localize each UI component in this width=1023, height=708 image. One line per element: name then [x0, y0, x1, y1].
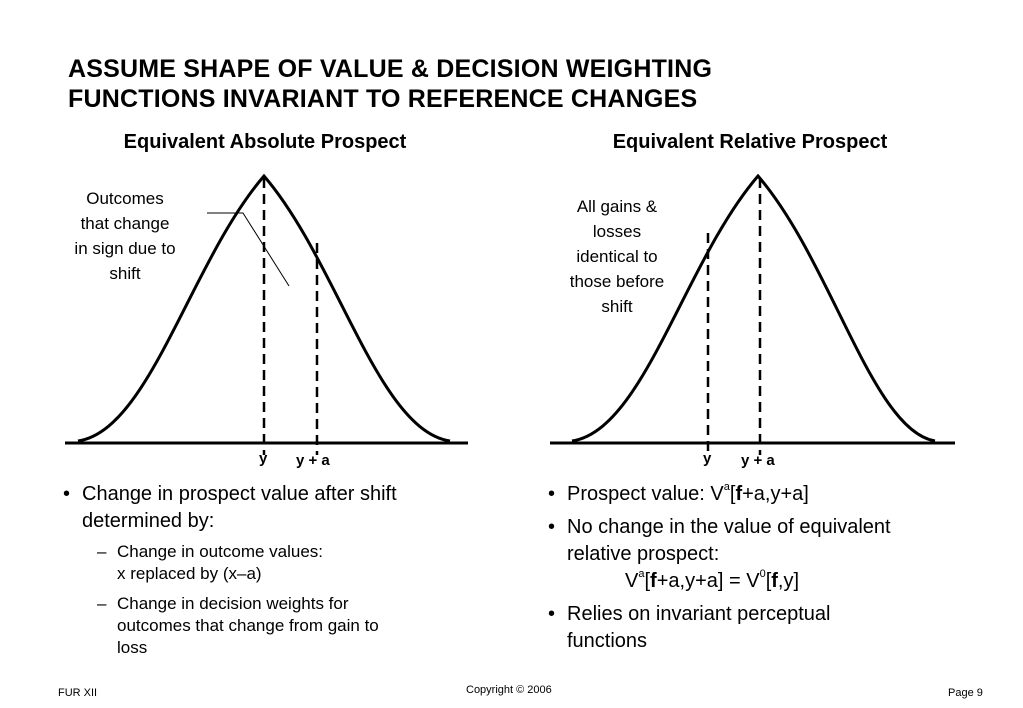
- left-note-pointer: [207, 212, 290, 287]
- left-bullet-1-line-1: Change in prospect value after shift: [82, 483, 397, 505]
- right-annotation-line-5: shift: [601, 297, 633, 316]
- right-bullet-1-post: +a,y+a]: [742, 483, 809, 505]
- formula-v1: V: [625, 570, 639, 592]
- left-sub-bullet-1: Change in outcome values: x replaced by …: [60, 541, 490, 585]
- right-tick-y: y: [703, 450, 712, 467]
- left-sub-bullet-2-line-2: outcomes that change from gain to: [117, 616, 379, 635]
- left-sub-bullet-1-line-1: Change in outcome values:: [117, 542, 324, 561]
- slide-title-line-1: ASSUME SHAPE OF VALUE & DECISION WEIGHTI…: [68, 55, 713, 83]
- left-tick-y-plus-a: y + a: [296, 452, 330, 469]
- footer-copyright: Copyright © 2006: [466, 684, 552, 696]
- formula-bracket2: [: [765, 570, 772, 592]
- formula-rest2: ,y]: [777, 570, 800, 592]
- footer-left: FUR XII: [58, 687, 98, 699]
- left-annotation: Outcomes that change in sign due to shif…: [55, 186, 195, 286]
- left-sub-bullet-1-line-2: x replaced by (x–a): [117, 564, 262, 583]
- right-bell-curve: [571, 173, 936, 443]
- right-bullet-1-pre: Prospect value: V: [567, 483, 724, 505]
- right-annotation-line-4: those before: [569, 272, 665, 291]
- formula-rest1: +a,y+a] = V: [656, 570, 760, 592]
- formula-sup2: 0: [759, 568, 766, 581]
- right-tick-y-plus-a: y + a: [741, 452, 775, 469]
- right-bullet-1-bold-f: f: [735, 483, 743, 505]
- left-sub-bullet-2-line-3: loss: [117, 638, 148, 657]
- formula-bracket1: [: [644, 570, 651, 592]
- slide-title-line-2: FUNCTIONS INVARIANT TO REFERENCE CHANGES: [68, 85, 698, 113]
- right-annotation: All gains & losses identical to those be…: [548, 194, 686, 319]
- right-annotation-line-1: All gains &: [576, 197, 658, 216]
- right-bullet-1-bracket: [: [729, 483, 736, 505]
- left-annotation-line-1: Outcomes: [86, 189, 164, 208]
- slide-title: ASSUME SHAPE OF VALUE & DECISION WEIGHTI…: [68, 54, 968, 114]
- left-bell-curve: [77, 173, 451, 443]
- left-annotation-line-3: in sign due to: [74, 239, 176, 258]
- left-sub-bullet-2: Change in decision weights for outcomes …: [60, 593, 490, 659]
- right-bullet-2-line-1: No change in the value of equivalent: [567, 516, 891, 538]
- left-bullet-1: Change in prospect value after shift det…: [60, 481, 490, 535]
- formula-f1: f: [650, 570, 657, 592]
- left-bullet-list: Change in prospect value after shift det…: [60, 481, 490, 659]
- left-bullet-1-line-2: determined by:: [82, 510, 215, 532]
- formula-f2: f: [771, 570, 778, 592]
- left-sub-bullet-2-line-1: Change in decision weights for: [117, 594, 349, 613]
- right-bullet-3-line-2: functions: [567, 630, 648, 652]
- right-bullet-1-sup: a: [723, 481, 730, 494]
- right-bullet-2: No change in the value of equivalent rel…: [545, 514, 985, 595]
- left-annotation-line-2: that change: [80, 214, 170, 233]
- right-annotation-line-2: losses: [592, 222, 642, 241]
- footer-page-number: Page 9: [948, 687, 983, 699]
- left-annotation-line-4: shift: [109, 264, 141, 283]
- right-bullet-1: Prospect value: Va[f+a,y+a]: [545, 481, 985, 508]
- right-bullet-list: Prospect value: Va[f+a,y+a] No change in…: [545, 481, 985, 655]
- right-bullet-2-formula: Va[f+a,y+a] = V0[f,y]: [567, 568, 985, 595]
- left-tick-y: y: [259, 450, 268, 467]
- right-panel-heading: Equivalent Relative Prospect: [612, 131, 888, 153]
- right-bullet-3-line-1: Relies on invariant perceptual: [567, 603, 831, 625]
- formula-sup1: a: [638, 568, 645, 581]
- left-panel-heading: Equivalent Absolute Prospect: [123, 131, 407, 153]
- right-bullet-2-line-2: relative prospect:: [567, 543, 720, 565]
- right-annotation-line-3: identical to: [576, 247, 658, 266]
- right-bullet-3: Relies on invariant perceptual functions: [545, 601, 985, 655]
